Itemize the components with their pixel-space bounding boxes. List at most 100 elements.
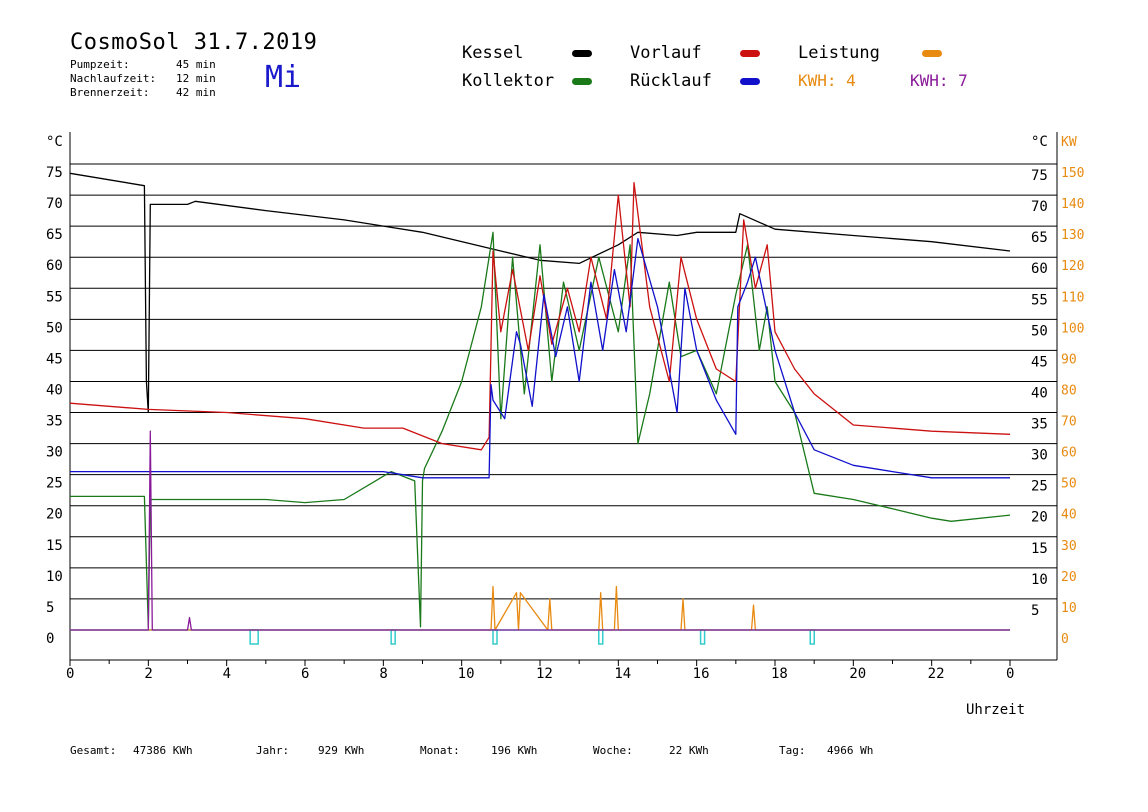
pump-on-marker — [390, 629, 396, 645]
x-tick-label: 16 — [693, 666, 710, 682]
y-tick-label-left: 45 — [46, 351, 63, 367]
y-tick-label-right: 10 — [1031, 572, 1048, 588]
stat-pumpzeit-value: 45 min — [176, 58, 216, 71]
y-tick-label-kw: 150 — [1061, 166, 1084, 181]
y-tick-label-kw: 20 — [1061, 570, 1077, 585]
footer-monat-label: Monat: — [420, 744, 460, 757]
y-tick-label-left: 25 — [46, 476, 63, 492]
y-tick-label-right: 55 — [1031, 292, 1048, 308]
y-tick-label-left: 10 — [46, 569, 63, 585]
x-tick-label: 12 — [536, 666, 553, 682]
y-tick-label-left: 75 — [46, 165, 63, 181]
x-tick-label: 18 — [771, 666, 788, 682]
y-tick-label-left: 50 — [46, 320, 63, 336]
y-tick-label-kw: 50 — [1061, 477, 1077, 492]
y-axis-left-unit: °C — [46, 134, 63, 150]
y-tick-label-kw: 80 — [1061, 383, 1077, 398]
legend-leistung-swatch — [922, 50, 942, 57]
x-tick-label: 10 — [458, 666, 475, 682]
pump-on-marker — [249, 629, 259, 645]
y-tick-label-right: 30 — [1031, 448, 1048, 464]
pump-on-marker — [598, 629, 604, 645]
footer-monat-value: 196 KWh — [491, 744, 538, 757]
series-ruecklauf-line — [70, 237, 1010, 479]
x-tick-label: 4 — [223, 666, 231, 682]
series-vorlauf-line — [69, 181, 1011, 451]
y-tick-label-left: 35 — [46, 414, 63, 430]
footer-woche-label: Woche: — [593, 744, 633, 757]
chart-title: CosmoSol 31.7.2019 — [70, 30, 318, 55]
y-tick-label-kw: 110 — [1061, 290, 1084, 305]
y-tick-label-right: 70 — [1031, 199, 1048, 215]
legend-ruecklauf-label: Rücklauf — [630, 71, 712, 91]
stat-nachlaufzeit-label: Nachlaufzeit: — [70, 72, 157, 85]
footer-woche-value: 22 KWh — [669, 744, 709, 757]
y-tick-label-left: 5 — [46, 600, 54, 616]
y-tick-label-left: 55 — [46, 289, 63, 305]
pump-on-marker — [492, 629, 498, 645]
footer-gesamt-value: 47386 KWh — [133, 744, 193, 757]
y-tick-label-right: 15 — [1031, 541, 1048, 557]
y-tick-label-left: 30 — [46, 445, 63, 461]
y-tick-label-kw: 40 — [1061, 508, 1077, 523]
legend-vorlauf-swatch — [740, 50, 760, 57]
x-tick-label: 20 — [849, 666, 866, 682]
x-tick-label: 0 — [66, 666, 74, 682]
y-tick-label-kw: 120 — [1061, 259, 1084, 274]
y-tick-label-right: 45 — [1031, 354, 1048, 370]
legend-kollektor-swatch — [572, 78, 592, 85]
footer-tag-value: 4966 Wh — [827, 744, 874, 757]
legend-ruecklauf-swatch — [740, 78, 760, 85]
footer-tag-label: Tag: — [779, 744, 806, 757]
legend-leistung-label: Leistung — [798, 43, 880, 63]
y-tick-label-kw: 10 — [1061, 601, 1077, 616]
y-tick-label-right: 20 — [1031, 510, 1048, 526]
x-tick-label: 14 — [614, 666, 631, 682]
x-tick-label: 22 — [928, 666, 945, 682]
y-tick-label-kw: 60 — [1061, 446, 1077, 461]
pump-on-marker — [699, 629, 706, 645]
y-tick-label-left: 15 — [46, 538, 63, 554]
y-tick-label-right: 5 — [1031, 603, 1039, 619]
y-tick-label-left: 0 — [46, 631, 54, 647]
legend-kessel-label: Kessel — [462, 43, 524, 63]
x-tick-label: 2 — [144, 666, 152, 682]
series-kollektor-line — [70, 231, 1011, 628]
y-tick-label-right: 35 — [1031, 417, 1048, 433]
legend-kwh2-label: KWH: 7 — [910, 71, 968, 90]
y-tick-label-kw: 70 — [1061, 415, 1077, 430]
stat-pumpzeit-label: Pumpzeit: — [70, 58, 130, 71]
y-tick-label-kw: 140 — [1061, 197, 1084, 212]
legend-kwh1-label: KWH: 4 — [798, 71, 856, 90]
y-tick-label-kw: 0 — [1061, 632, 1069, 647]
y-tick-label-right: 75 — [1031, 168, 1048, 184]
footer-jahr-value: 929 KWh — [318, 744, 365, 757]
x-axis-label: Uhrzeit — [966, 702, 1026, 718]
stat-nachlaufzeit-value: 12 min — [176, 72, 216, 85]
y-tick-label-left: 20 — [46, 507, 63, 523]
y-tick-label-right: 50 — [1031, 323, 1048, 339]
x-tick-label: 8 — [379, 666, 387, 682]
stat-brennerzeit-label: Brennerzeit: — [70, 86, 150, 99]
y-tick-label-right: 25 — [1031, 479, 1048, 495]
y-tick-label-right: 60 — [1031, 261, 1048, 277]
y-tick-label-kw: 130 — [1061, 228, 1084, 243]
legend-vorlauf-label: Vorlauf — [630, 43, 702, 63]
footer-gesamt-label: Gesamt: — [70, 744, 117, 757]
x-tick-label: 0 — [1006, 666, 1014, 682]
series-leistung-line — [70, 585, 1010, 631]
y-tick-label-left: 70 — [46, 196, 63, 212]
series-kessel-line — [69, 172, 1011, 414]
series-kwh2-line — [70, 430, 1010, 631]
y-tick-label-kw: 100 — [1061, 321, 1084, 336]
stat-brennerzeit-value: 42 min — [176, 86, 216, 99]
y-axis-kw-unit: KW — [1061, 135, 1077, 150]
legend-kessel-swatch — [572, 50, 592, 57]
footer-jahr-label: Jahr: — [256, 744, 290, 757]
y-tick-label-right: 40 — [1031, 385, 1048, 401]
pump-on-marker — [809, 629, 815, 645]
x-tick-label: 6 — [301, 666, 309, 682]
legend-kollektor-label: Kollektor — [462, 71, 555, 91]
y-axis-right-unit: °C — [1031, 134, 1048, 150]
